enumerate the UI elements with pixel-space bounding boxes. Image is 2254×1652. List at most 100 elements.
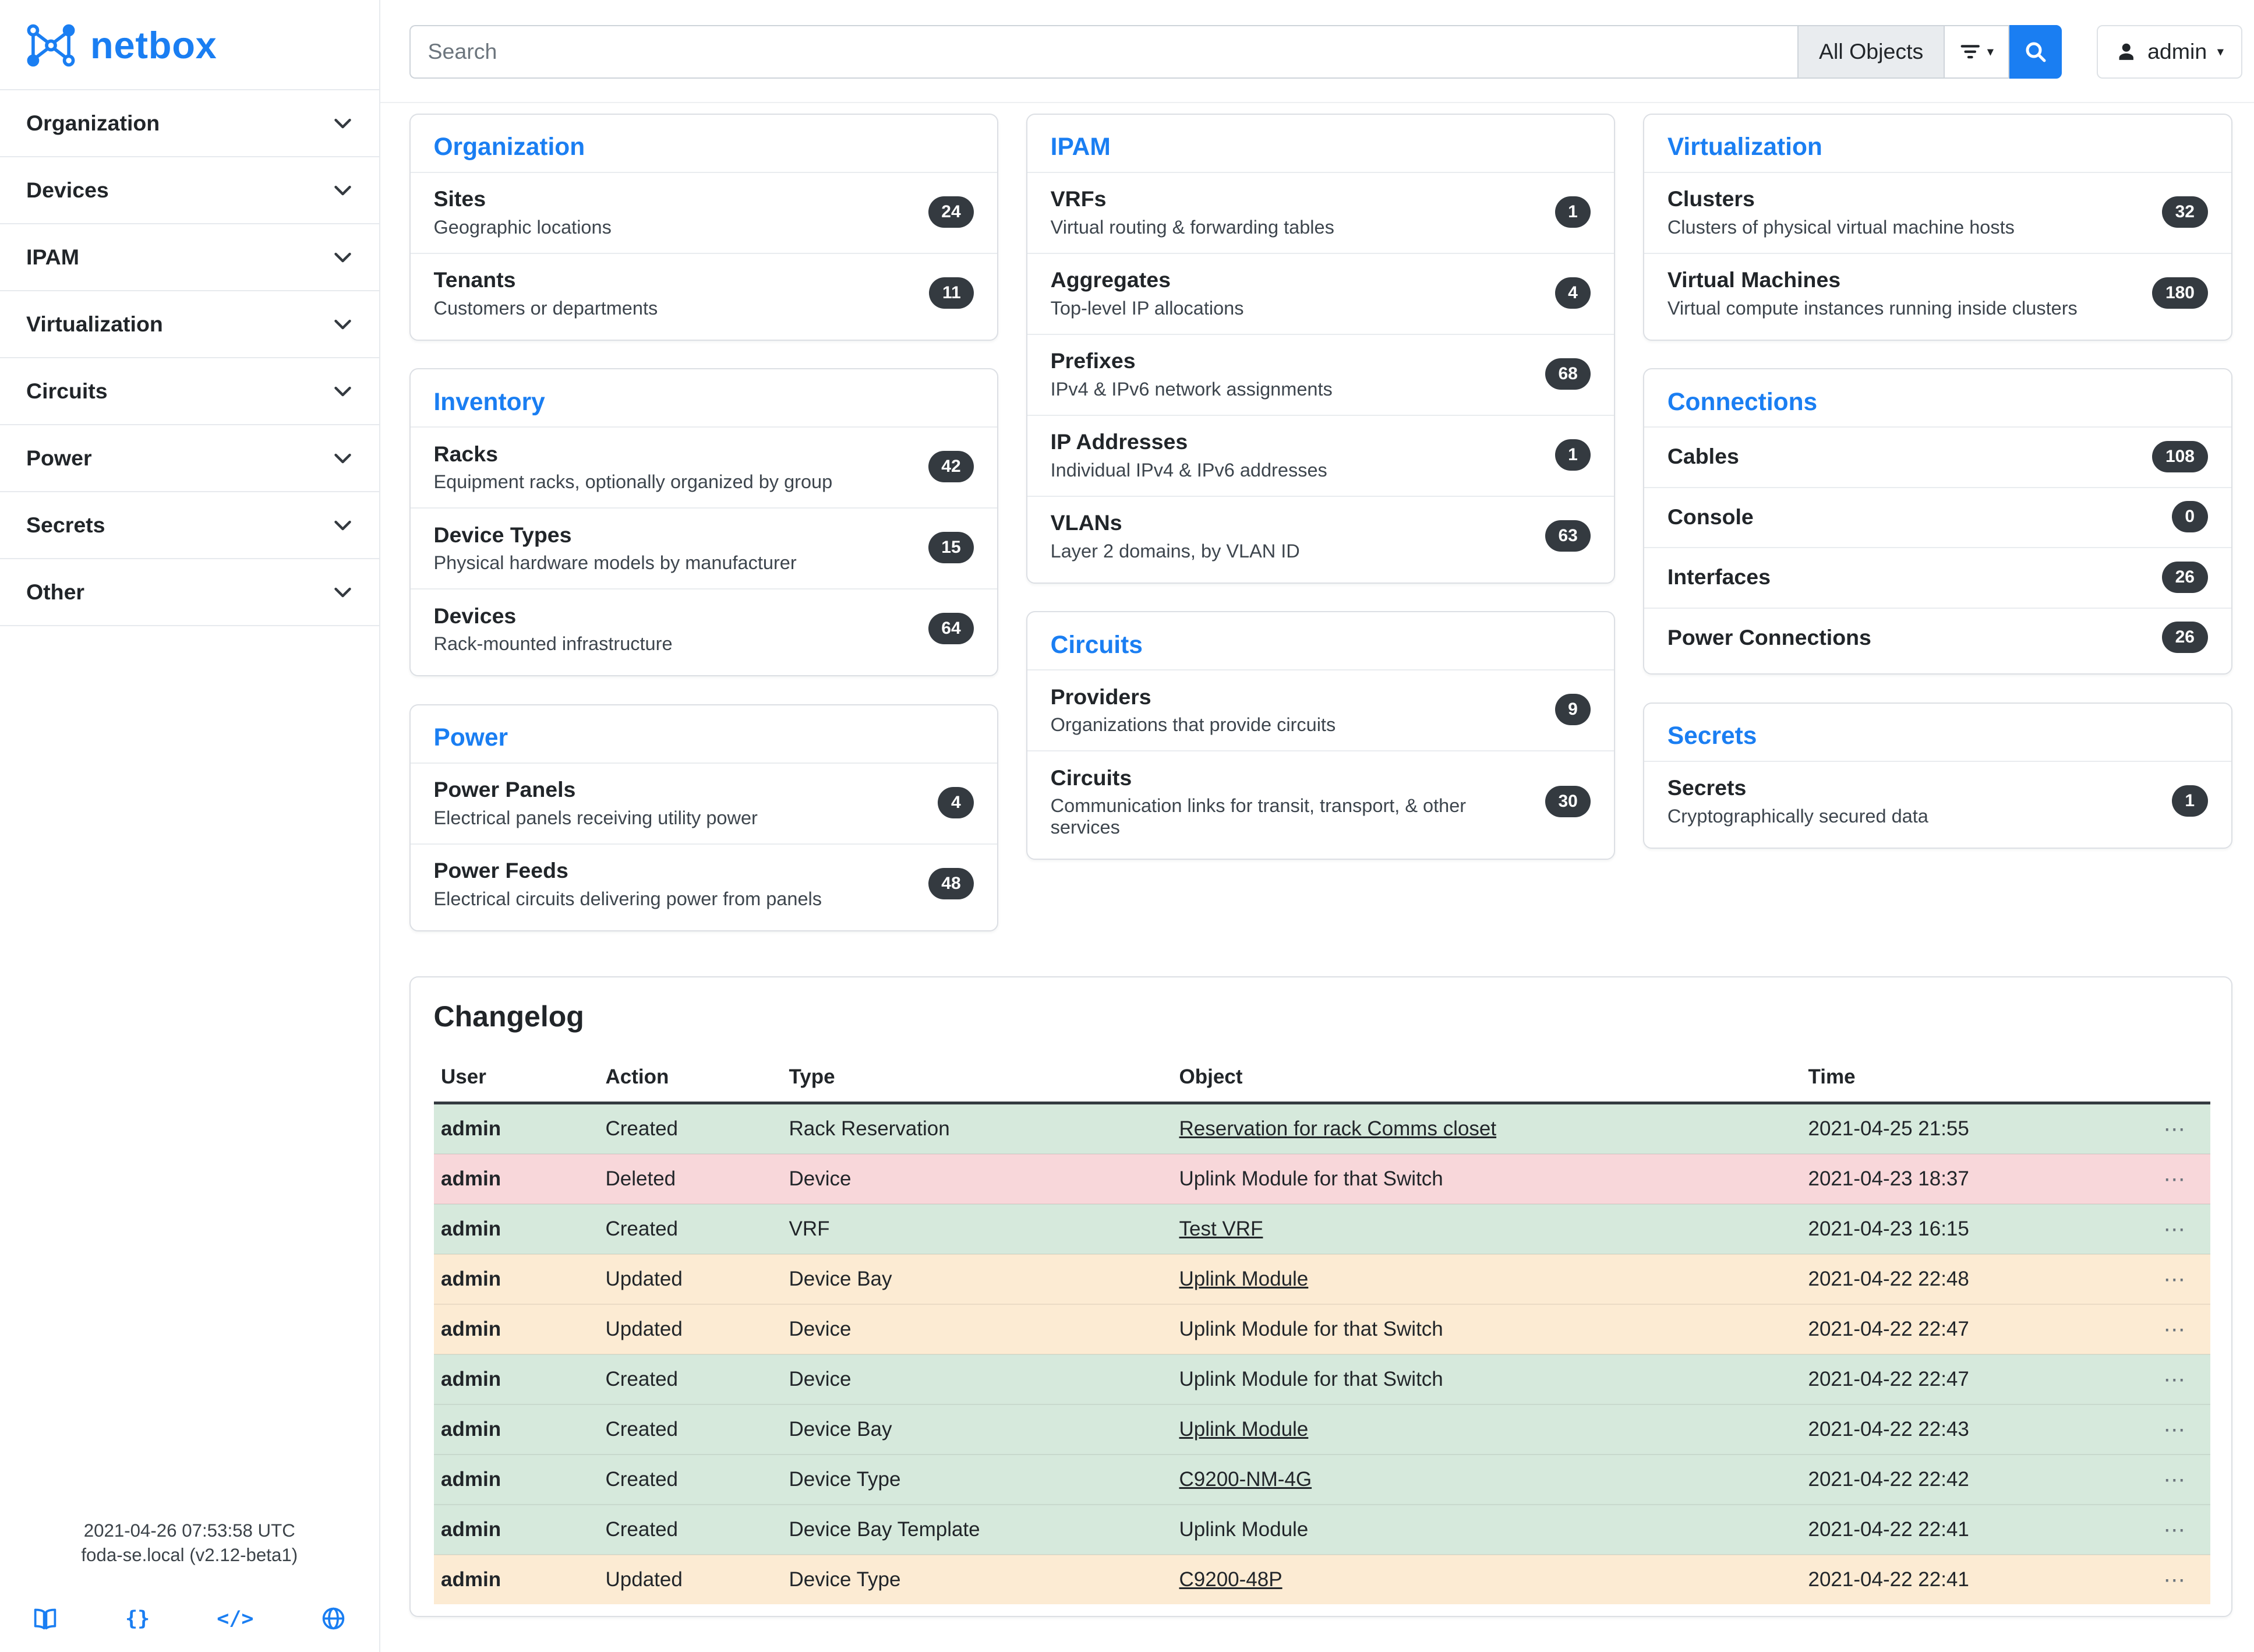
sidebar-item-organization[interactable]: Organization	[0, 90, 379, 157]
object-link[interactable]: Uplink Module	[1179, 1418, 1309, 1441]
count-badge[interactable]: 15	[928, 532, 974, 563]
sidebar-item-virtualization[interactable]: Virtualization	[0, 291, 379, 358]
count-badge[interactable]: 63	[1545, 520, 1591, 552]
user-menu-button[interactable]: admin ▾	[2097, 25, 2242, 79]
count-badge[interactable]: 24	[928, 196, 974, 228]
object-link[interactable]: Reservation for rack Comms closet	[1179, 1117, 1497, 1140]
object-link[interactable]: Test VRF	[1179, 1217, 1263, 1240]
row-menu-button[interactable]: ⋯	[2164, 1217, 2187, 1241]
row-menu-button[interactable]: ⋯	[2164, 1117, 2187, 1141]
count-badge[interactable]: 64	[928, 613, 974, 644]
dash-item-link[interactable]: Providers	[1051, 684, 1151, 709]
dash-item-description: Electrical circuits delivering power fro…	[434, 888, 822, 910]
count-badge[interactable]: 30	[1545, 786, 1591, 817]
dash-item-link[interactable]: Devices	[434, 603, 517, 628]
dash-item-link[interactable]: Clusters	[1667, 186, 1755, 211]
globe-icon[interactable]	[320, 1605, 347, 1632]
row-menu-button[interactable]: ⋯	[2164, 1267, 2187, 1291]
row-menu-button[interactable]: ⋯	[2164, 1167, 2187, 1191]
row-menu-button[interactable]: ⋯	[2164, 1367, 2187, 1392]
dash-item-link[interactable]: Racks	[434, 442, 499, 466]
count-badge[interactable]: 1	[2172, 785, 2208, 817]
object-link[interactable]: C9200-NM-4G	[1179, 1468, 1312, 1491]
count-badge[interactable]: 9	[1555, 694, 1591, 725]
sidebar-item-devices[interactable]: Devices	[0, 157, 379, 224]
count-badge[interactable]: 26	[2162, 562, 2207, 593]
count-badge[interactable]: 1	[1555, 439, 1591, 471]
dash-item-link[interactable]: Console	[1667, 504, 1754, 529]
count-badge[interactable]: 4	[1555, 277, 1591, 309]
dash-item-link[interactable]: VLANs	[1051, 510, 1122, 535]
row-menu-button[interactable]: ⋯	[2164, 1317, 2187, 1342]
row-menu-button[interactable]: ⋯	[2164, 1467, 2187, 1492]
row-menu-button[interactable]: ⋯	[2164, 1517, 2187, 1542]
search-icon	[2024, 40, 2047, 63]
dash-item-link[interactable]: Device Types	[434, 523, 572, 547]
action-cell: Created	[591, 1505, 775, 1555]
action-cell: Updated	[591, 1254, 775, 1304]
source-code-icon[interactable]: </>	[217, 1607, 253, 1630]
row-menu-button[interactable]: ⋯	[2164, 1568, 2187, 1592]
count-badge[interactable]: 42	[928, 451, 974, 482]
dash-item-description: Cryptographically secured data	[1667, 806, 1928, 827]
object-link[interactable]: Uplink Module	[1179, 1268, 1309, 1290]
count-badge[interactable]: 11	[929, 277, 974, 309]
count-badge[interactable]: 180	[2152, 277, 2207, 309]
dash-item-link[interactable]: Prefixes	[1051, 348, 1136, 373]
brand[interactable]: netbox	[0, 0, 379, 89]
dash-item-link[interactable]: Power Panels	[434, 777, 576, 802]
dash-item-description: Virtual routing & forwarding tables	[1051, 217, 1334, 238]
dash-item-link[interactable]: Sites	[434, 186, 486, 211]
search-input[interactable]	[409, 25, 1798, 79]
docs-book-icon[interactable]	[32, 1605, 58, 1632]
sidebar-item-secrets[interactable]: Secrets	[0, 492, 379, 559]
action-cell: Created	[591, 1354, 775, 1404]
dash-item-link[interactable]: Power Connections	[1667, 625, 1871, 649]
count-badge[interactable]: 26	[2162, 622, 2207, 653]
count-badge[interactable]: 48	[928, 868, 974, 899]
sidebar-item-ipam[interactable]: IPAM	[0, 224, 379, 291]
action-cell: Updated	[591, 1555, 775, 1604]
dash-item-link[interactable]: Aggregates	[1051, 267, 1171, 292]
sidebar-item-circuits[interactable]: Circuits	[0, 358, 379, 425]
dash-item-description: Virtual compute instances running inside…	[1667, 298, 2078, 319]
dash-item-link[interactable]: Tenants	[434, 267, 516, 292]
count-badge[interactable]: 0	[2172, 501, 2208, 532]
count-badge[interactable]: 32	[2162, 196, 2207, 228]
object-cell: Reservation for rack Comms closet	[1165, 1103, 1794, 1155]
dash-item-link[interactable]: Cables	[1667, 444, 1739, 468]
dash-item-description: Electrical panels receiving utility powe…	[434, 807, 758, 829]
dash-item-link[interactable]: Interfaces	[1667, 564, 1771, 589]
search-scope-button[interactable]: All Objects	[1797, 25, 1945, 79]
dash-item-link[interactable]: Circuits	[1051, 765, 1132, 790]
dash-item-link[interactable]: Virtual Machines	[1667, 267, 1840, 292]
sidebar-item-other[interactable]: Other	[0, 559, 379, 626]
type-cell: Device	[775, 1154, 1165, 1204]
sidebar-item-power[interactable]: Power	[0, 425, 379, 492]
type-cell: Device Bay	[775, 1254, 1165, 1304]
filter-icon	[1959, 41, 1981, 63]
search-filter-dropdown[interactable]: ▾	[1945, 25, 2009, 79]
row-menu-button[interactable]: ⋯	[2164, 1417, 2187, 1442]
count-badge[interactable]: 108	[2152, 441, 2207, 472]
dash-item-link[interactable]: Power Feeds	[434, 858, 568, 883]
count-badge[interactable]: 68	[1545, 358, 1591, 390]
chevron-down-icon	[333, 448, 353, 468]
rest-api-braces-icon[interactable]: {}	[125, 1607, 150, 1630]
search-submit-button[interactable]	[2009, 25, 2062, 79]
dash-item-link[interactable]: VRFs	[1051, 186, 1107, 211]
object-cell: Test VRF	[1165, 1204, 1794, 1254]
count-badge[interactable]: 1	[1555, 196, 1591, 228]
user-cell: admin	[434, 1505, 591, 1555]
chevron-down-icon	[333, 515, 353, 535]
object-link[interactable]: C9200-48P	[1179, 1568, 1283, 1591]
dash-item-link[interactable]: IP Addresses	[1051, 429, 1188, 454]
count-badge[interactable]: 4	[938, 787, 974, 818]
dash-item-link[interactable]: Secrets	[1667, 775, 1747, 800]
object-text: Uplink Module	[1179, 1518, 1309, 1541]
